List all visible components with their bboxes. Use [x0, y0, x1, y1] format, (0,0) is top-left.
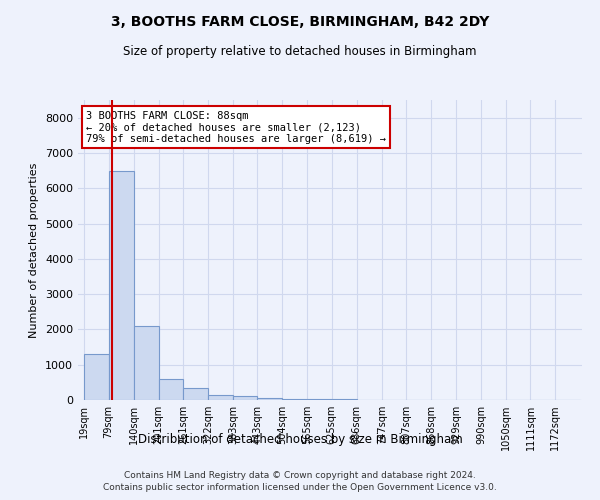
Bar	[158, 379, 183, 400]
Text: Contains HM Land Registry data © Crown copyright and database right 2024.: Contains HM Land Registry data © Crown c…	[124, 471, 476, 480]
Bar	[134, 326, 158, 400]
Bar	[257, 398, 283, 400]
Text: Size of property relative to detached houses in Birmingham: Size of property relative to detached ho…	[123, 45, 477, 58]
Bar	[233, 396, 257, 400]
Text: 3, BOOTHS FARM CLOSE, BIRMINGHAM, B42 2DY: 3, BOOTHS FARM CLOSE, BIRMINGHAM, B42 2D…	[111, 15, 489, 29]
Y-axis label: Number of detached properties: Number of detached properties	[29, 162, 40, 338]
Bar	[84, 354, 109, 400]
Bar	[183, 388, 208, 400]
Bar	[109, 170, 134, 400]
Text: 3 BOOTHS FARM CLOSE: 88sqm
← 20% of detached houses are smaller (2,123)
79% of s: 3 BOOTHS FARM CLOSE: 88sqm ← 20% of deta…	[86, 110, 386, 144]
Bar	[283, 399, 307, 400]
Text: Contains public sector information licensed under the Open Government Licence v3: Contains public sector information licen…	[103, 484, 497, 492]
Bar	[208, 394, 233, 400]
Text: Distribution of detached houses by size in Birmingham: Distribution of detached houses by size …	[137, 432, 463, 446]
